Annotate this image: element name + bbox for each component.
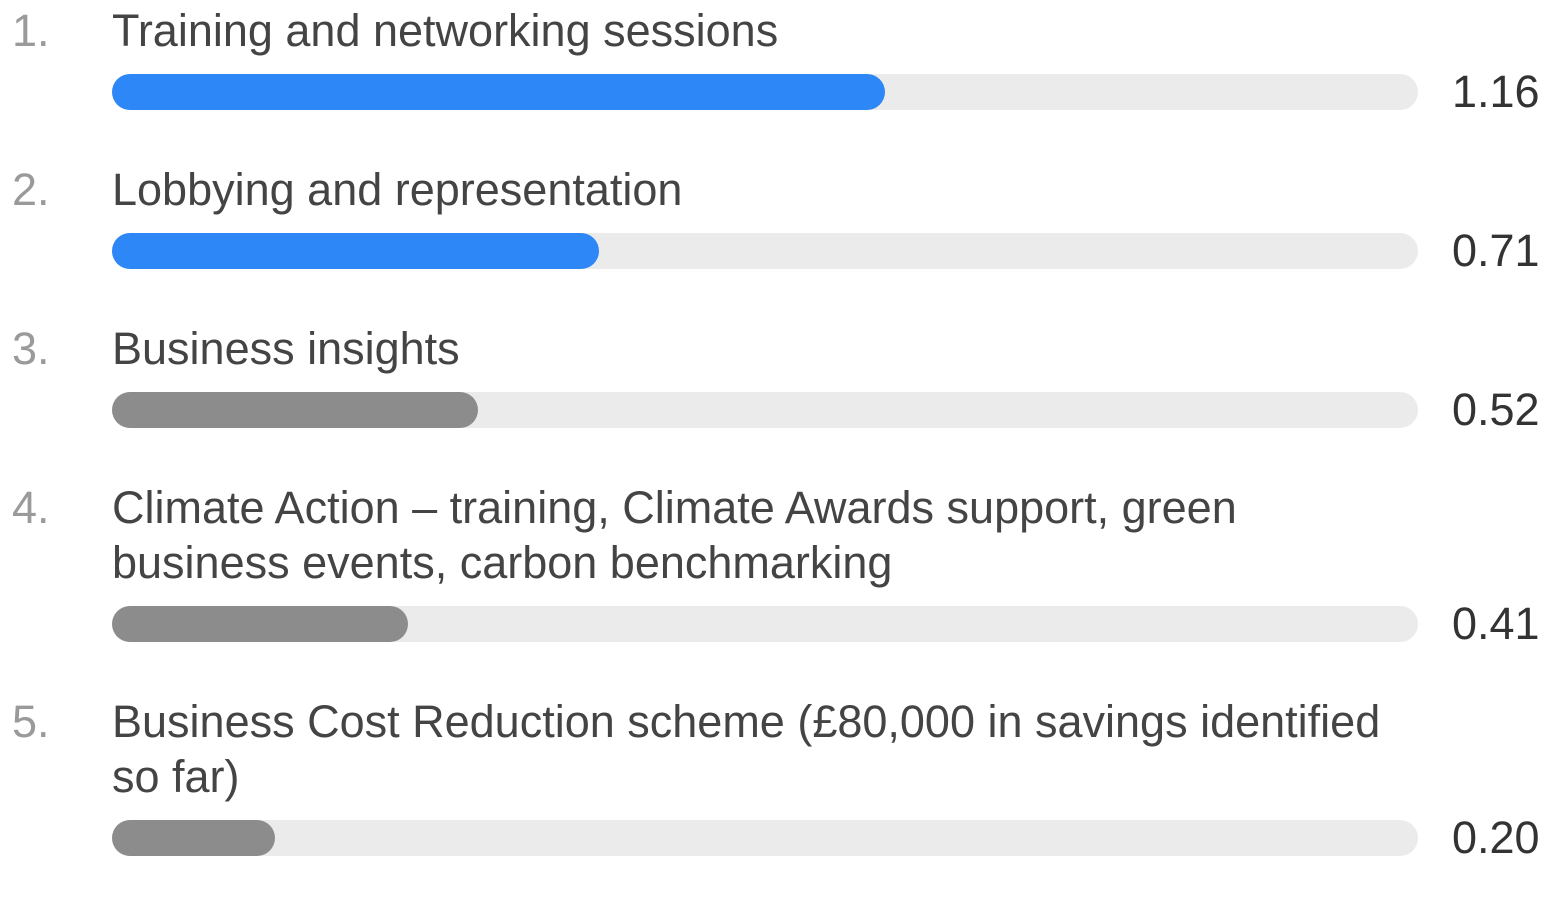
- value-label: 0.52: [1452, 384, 1540, 435]
- ranking-row: 5. Business Cost Reduction scheme (£80,00…: [0, 694, 1556, 862]
- ranking-row: 4. Climate Action – training, Climate Awa…: [0, 480, 1556, 648]
- ranking-list: 1. Training and networking sessions 1.16 2.…: [0, 3, 1556, 908]
- item-label: Business insights: [112, 323, 460, 374]
- bar-track: [112, 820, 1418, 856]
- ranking-row: 2. Lobbying and representation 0.71: [0, 162, 1556, 275]
- bar: [112, 606, 409, 642]
- item-label: Climate Action – training, Climate Award…: [112, 482, 1237, 588]
- ranking-row: 3. Business insights 0.52: [0, 321, 1556, 434]
- bar: [112, 820, 275, 856]
- rank-number: 5.: [12, 696, 50, 747]
- bar: [112, 392, 479, 428]
- page: 1. Training and networking sessions 1.16 2.…: [12, 5, 1540, 862]
- bar: [112, 233, 599, 269]
- value-label: 0.41: [1452, 598, 1540, 649]
- rank-number: 3.: [12, 323, 50, 374]
- value-label: 0.71: [1452, 225, 1540, 276]
- bar-row: 0.52: [0, 386, 1556, 434]
- value-label: 0.20: [1452, 812, 1540, 863]
- item-label: Lobbying and representation: [112, 164, 683, 215]
- value-label: 1.16: [1452, 66, 1540, 117]
- ranking-row: 1. Training and networking sessions 1.16: [0, 3, 1556, 116]
- bar-row: 0.71: [0, 227, 1556, 275]
- bar-row: 0.41: [0, 600, 1556, 648]
- rank-number: 1.: [12, 5, 50, 56]
- bar-row: 1.16: [0, 68, 1556, 116]
- item-label: Training and networking sessions: [112, 5, 779, 56]
- rank-number: 4.: [12, 482, 50, 533]
- item-label: Business Cost Reduction scheme (£80,000 …: [112, 696, 1381, 802]
- rank-number: 2.: [12, 164, 50, 215]
- bar-row: 0.20: [0, 814, 1556, 862]
- bar: [112, 74, 885, 110]
